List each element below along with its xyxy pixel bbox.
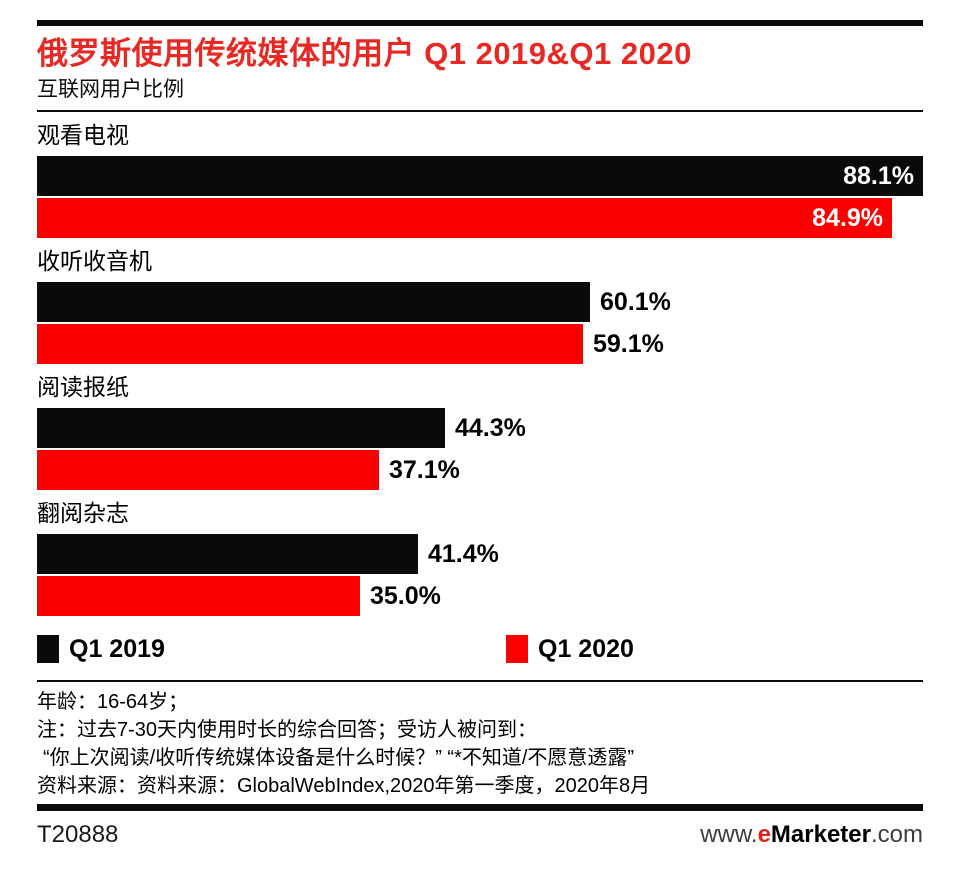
bar-q1-2020: 84.9% [37, 198, 892, 238]
bar-q1-2019 [37, 534, 418, 574]
category-label: 阅读报纸 [37, 374, 129, 400]
url-com: .com [870, 821, 923, 848]
bar-q1-2020 [37, 576, 360, 616]
bar-value-label: 35.0% [370, 581, 441, 610]
footer: T20888 www.eMarketer.com [37, 821, 923, 849]
note-source: 资料来源：资料来源：GlobalWebIndex,2020年第一季度，2020年… [37, 775, 651, 797]
bar-row: 60.1% [37, 282, 923, 322]
note-question: “你上次阅读/收听传统媒体设备是什么时候？” “*不知道/不愿意透露” [43, 747, 635, 769]
category-label: 观看电视 [37, 122, 129, 148]
legend-label: Q1 2019 [69, 635, 165, 663]
legend-swatch-q1-2019 [37, 635, 59, 663]
bar-row: 35.0% [37, 576, 923, 616]
bar-row: 88.1% [37, 156, 923, 196]
legend-label: Q1 2020 [538, 635, 634, 663]
bar-q1-2019 [37, 408, 445, 448]
bar-chart: 观看电视 88.1% 84.9% 收听收音机 60.1% 59.1% 阅读报纸 44.3% 37… [37, 120, 923, 616]
note-age: 年龄：16-64岁； [37, 691, 189, 713]
bar-value-label: 59.1% [593, 329, 664, 358]
url-www: www. [700, 821, 758, 848]
bar-row: 37.1% [37, 450, 923, 490]
chart-report: 俄罗斯使用传统媒体的用户 Q1 2019&Q1 2020 互联网用户比例 观看电… [0, 20, 957, 849]
bottom-rule [37, 804, 923, 811]
chart-legend: Q1 2019 Q1 2020 [37, 634, 923, 664]
note-method: 注：过去7-30天内使用时长的综合回答；受访人被问到： [37, 719, 538, 741]
bar-value-label: 88.1% [843, 162, 914, 190]
bar-q1-2020 [37, 450, 379, 490]
category-label: 收听收音机 [37, 248, 152, 274]
emarketer-url: www.eMarketer.com [700, 821, 923, 849]
bar-value-label: 60.1% [600, 287, 671, 316]
url-e: e [757, 821, 771, 848]
legend-item-q1-2019: Q1 2019 [37, 634, 165, 664]
category-block: 观看电视 88.1% 84.9% [37, 120, 923, 238]
category-block: 收听收音机 60.1% 59.1% [37, 246, 923, 364]
chart-title: 俄罗斯使用传统媒体的用户 Q1 2019&Q1 2020 [37, 36, 692, 71]
category-label: 翻阅杂志 [37, 500, 129, 526]
chart-subtitle: 互联网用户比例 [37, 78, 184, 101]
legend-swatch-q1-2020 [506, 635, 528, 663]
bar-q1-2019 [37, 282, 590, 322]
header-divider [37, 110, 923, 112]
category-block: 阅读报纸 44.3% 37.1% [37, 372, 923, 490]
bar-value-label: 41.4% [428, 539, 499, 568]
bar-row: 41.4% [37, 534, 923, 574]
legend-item-q1-2020: Q1 2020 [506, 634, 634, 664]
bar-value-label: 44.3% [455, 413, 526, 442]
url-brand: Marketer [770, 821, 871, 848]
bar-value-label: 84.9% [812, 204, 883, 232]
bar-value-label: 37.1% [389, 455, 460, 484]
bar-q1-2019: 88.1% [37, 156, 923, 196]
chart-id: T20888 [37, 821, 119, 848]
bar-row: 84.9% [37, 198, 923, 238]
top-rule [37, 20, 923, 26]
category-block: 翻阅杂志 41.4% 35.0% [37, 498, 923, 616]
bar-row: 59.1% [37, 324, 923, 364]
bar-q1-2020 [37, 324, 583, 364]
notes-divider [37, 680, 923, 682]
footnotes: 年龄：16-64岁； 注：过去7-30天内使用时长的综合回答；受访人被问到： “… [37, 682, 923, 800]
bar-row: 44.3% [37, 408, 923, 448]
